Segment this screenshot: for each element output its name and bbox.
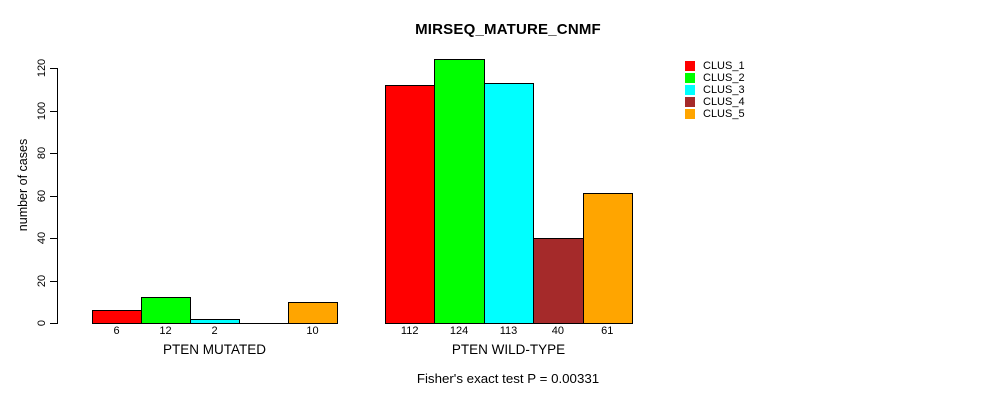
legend-swatch [685,109,695,119]
y-axis [57,68,58,324]
y-axis-label: number of cases [16,138,30,232]
bar [141,297,191,324]
y-tick [50,238,57,239]
legend-label: CLUS_2 [703,72,745,84]
bar-value-label: 61 [601,325,614,337]
bar [190,319,240,324]
y-tick [50,68,57,69]
y-tick-label: 40 [36,231,48,245]
y-tick-label: 120 [36,58,48,78]
legend-label: CLUS_3 [703,84,745,96]
y-tick [50,195,57,197]
bar-value-label: 10 [306,325,319,337]
bar-value-label: 6 [113,325,120,337]
chart-title: MIRSEQ_MATURE_CNMF [415,21,601,38]
legend-swatch [685,85,695,95]
y-tick [50,110,57,112]
legend-label: CLUS_5 [703,108,745,120]
y-tick-label: 100 [36,101,48,120]
legend-swatch [685,97,695,107]
bar [434,59,485,324]
bar-value-label: 40 [551,325,565,337]
y-tick-label: 80 [36,146,48,160]
bar-value-label: 112 [400,325,419,337]
y-tick [50,280,57,282]
legend-swatch [685,61,695,71]
x-axis-group-label: PTEN WILD-TYPE [451,342,566,357]
bar-value-label: 113 [499,325,518,337]
y-tick-label: 20 [36,274,48,287]
bar [288,302,338,324]
y-tick-label: 0 [36,319,48,327]
y-tick [50,153,57,154]
bar [582,193,633,324]
bar-value-label: 2 [211,325,218,337]
bar [92,310,142,324]
y-tick-label: 60 [36,189,48,202]
y-tick [50,323,57,324]
bar-zero-line [239,323,289,324]
bar [533,238,584,324]
bar-value-label: 12 [159,325,172,337]
bar [385,85,436,324]
bar [483,83,535,324]
legend-swatch [685,73,695,83]
legend-label: CLUS_4 [703,96,745,108]
footer-annotation: Fisher's exact test P = 0.00331 [416,371,600,386]
x-axis-group-label: PTEN MUTATED [163,342,266,357]
bar-value-label: 124 [449,325,469,337]
legend-label: CLUS_1 [703,60,745,72]
